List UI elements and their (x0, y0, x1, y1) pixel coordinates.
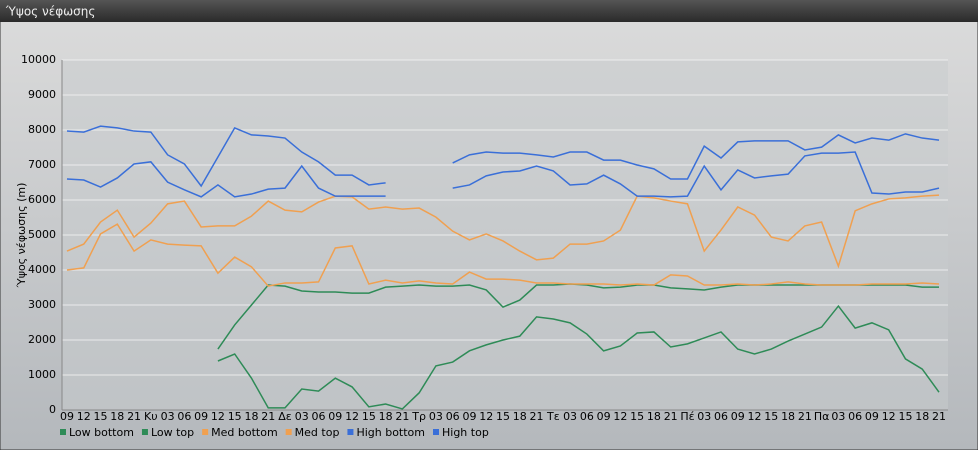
legend-label: Med top (295, 426, 340, 439)
x-tick-label: 12 (77, 410, 91, 423)
x-tick-label: 15 (764, 410, 778, 423)
x-tick-label: 09 (462, 410, 476, 423)
x-tick-label: 21 (127, 410, 141, 423)
x-tick-label: 09 (597, 410, 611, 423)
x-tick-label: 12 (613, 410, 627, 423)
legend-label: High bottom (356, 426, 425, 439)
x-tick-label: 21 (664, 410, 678, 423)
x-tick-label: 12 (882, 410, 896, 423)
x-tick-label: 03 (429, 410, 443, 423)
x-tick-label: 18 (379, 410, 393, 423)
x-tick-label: 12 (479, 410, 493, 423)
x-tick-label: Τρ (411, 410, 426, 423)
x-tick-label: 18 (244, 410, 258, 423)
x-tick-label: 09 (731, 410, 745, 423)
series-line (217, 304, 940, 410)
y-axis-label: Ύψος νέφωσης (m) (15, 183, 28, 289)
x-tick-label: 06 (714, 410, 728, 423)
y-tick-label: 2000 (28, 333, 56, 346)
x-tick-label: Δε (278, 410, 292, 423)
x-tick-label: 03 (295, 410, 309, 423)
y-tick-label: 6000 (28, 193, 56, 206)
x-tick-label: Πα (814, 410, 830, 423)
legend-label: Low bottom (69, 426, 134, 439)
y-tick-label: 7000 (28, 158, 56, 171)
x-tick-label: 03 (831, 410, 845, 423)
x-tick-label: 18 (647, 410, 661, 423)
x-tick-label: 15 (630, 410, 644, 423)
x-tick-label: 15 (496, 410, 510, 423)
x-tick-label: 21 (261, 410, 275, 423)
title-bar (0, 0, 978, 22)
y-tick-label: 10000 (21, 53, 56, 66)
y-tick-label: 9000 (28, 88, 56, 101)
x-tick-label: 12 (345, 410, 359, 423)
legend-label: Low top (151, 426, 194, 439)
x-tick-label: 18 (513, 410, 527, 423)
x-tick-label: 06 (580, 410, 594, 423)
x-tick-label: Πέ (680, 410, 694, 423)
x-tick-label: 15 (94, 410, 108, 423)
legend-swatch (60, 429, 66, 435)
legend-swatch (202, 429, 209, 435)
series-line (66, 125, 940, 188)
x-tick-label: 03 (697, 410, 711, 423)
y-tick-label: 4000 (28, 263, 56, 276)
x-tick-label: 15 (362, 410, 376, 423)
x-tick-label: 06 (446, 410, 460, 423)
x-tick-label: 12 (748, 410, 762, 423)
x-tick-label: Τε (546, 410, 560, 423)
series-line (66, 194, 940, 269)
x-tick-label: 12 (211, 410, 225, 423)
y-tick-label: 0 (49, 403, 56, 416)
x-tick-label: 21 (530, 410, 544, 423)
x-tick-label: 15 (228, 410, 242, 423)
chart-title: Ύψος νέφωσης (5, 5, 95, 19)
y-tick-label: 5000 (28, 228, 56, 241)
x-tick-label: 06 (177, 410, 191, 423)
x-tick-label: 18 (110, 410, 124, 423)
y-tick-label: 1000 (28, 368, 56, 381)
x-tick-label: 03 (161, 410, 175, 423)
x-tick-label: 09 (328, 410, 342, 423)
y-tick-label: 8000 (28, 123, 56, 136)
series-line (66, 223, 940, 287)
legend-swatch (141, 429, 148, 435)
x-tick-label: 09 (865, 410, 879, 423)
x-tick-label: 15 (898, 410, 912, 423)
x-tick-label: 21 (798, 410, 812, 423)
x-tick-label: 03 (563, 410, 577, 423)
legend-swatch (285, 429, 292, 435)
x-tick-label: 21 (932, 410, 946, 423)
series-line (66, 151, 940, 198)
x-tick-label: 18 (915, 410, 929, 423)
x-tick-label: 06 (848, 410, 862, 423)
x-tick-label: Κυ (144, 410, 158, 423)
x-tick-label: 21 (395, 410, 409, 423)
legend-swatch (347, 429, 354, 435)
legend-label: Med bottom (211, 426, 278, 439)
x-tick-label: 09 (194, 410, 208, 423)
x-tick-label: 06 (312, 410, 326, 423)
y-tick-label: 3000 (28, 298, 56, 311)
legend-label: High top (442, 426, 489, 439)
legend-swatch (433, 429, 439, 435)
x-tick-label: 18 (781, 410, 795, 423)
x-tick-label: 09 (60, 410, 74, 423)
